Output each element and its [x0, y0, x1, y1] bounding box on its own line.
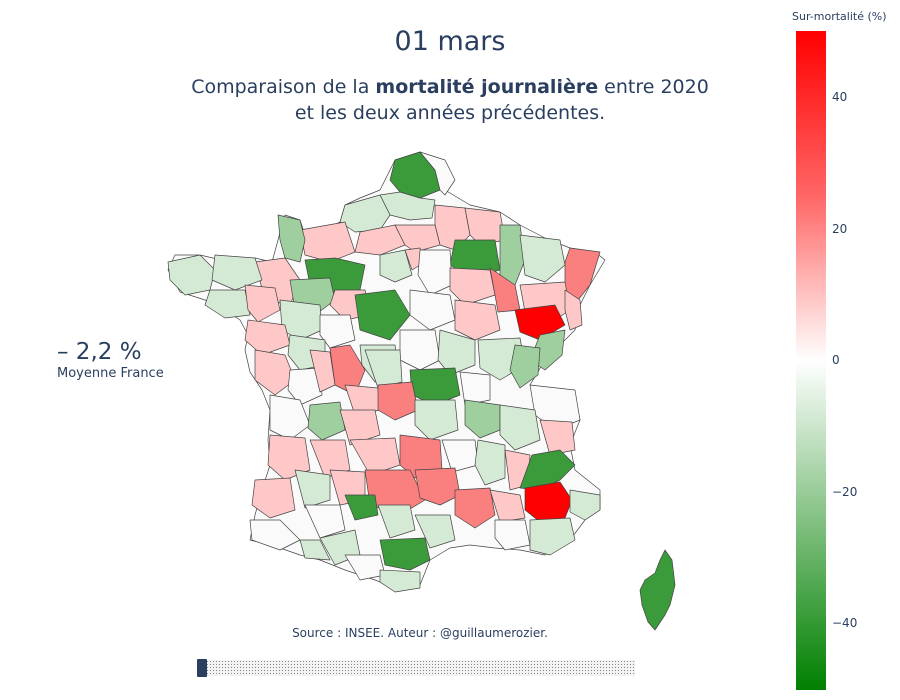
dept-saone-loire — [437, 329, 476, 376]
dept-cher — [364, 349, 403, 389]
dept-ardeche — [474, 439, 506, 486]
dept-tarn — [377, 504, 416, 539]
dept-gard — [454, 487, 496, 529]
colorbar-tick-0: 0 — [832, 353, 840, 367]
dept-haute-marne — [489, 267, 521, 313]
dept-haute-savoie — [539, 419, 576, 456]
dept-herault — [414, 514, 456, 549]
dept-sarthe — [319, 314, 356, 349]
date-slider-track[interactable] — [197, 660, 635, 676]
dept-haute-vienne — [339, 409, 381, 446]
dept-alpes-maritimes — [569, 489, 601, 521]
dept-loire-atlantique — [244, 319, 291, 356]
colorbar — [796, 31, 826, 690]
dept-seine-marne — [417, 249, 453, 296]
dept-vaucluse — [489, 489, 526, 523]
dept-loiret — [354, 289, 411, 341]
colorbar-tick-20: 20 — [832, 222, 848, 236]
average-value: – 2,2 % — [57, 339, 142, 365]
dept-cote-or — [454, 299, 501, 341]
subtitle-bold: mortalité journalière — [375, 76, 599, 98]
subtitle-line2: et les deux années précédentes. — [294, 102, 606, 124]
dept-lozere — [414, 467, 461, 506]
dept-seine-maritime — [299, 221, 356, 263]
dept-hautes-alpes — [519, 449, 576, 491]
dept-charente-maritime — [269, 394, 311, 441]
subtitle-prefix: Comparaison de la — [191, 76, 376, 98]
dept-puy-de-dome — [414, 399, 459, 441]
colorbar-tick-neg20: −20 — [832, 485, 858, 499]
dept-tarn-garonne — [344, 494, 379, 521]
colorbar-title: Sur-mortalité (%) — [792, 10, 887, 23]
dept-morbihan — [204, 289, 251, 319]
dept-bouches-rhone — [494, 519, 531, 551]
colorbar-tick-40: 40 — [832, 90, 848, 104]
dept-vienne — [309, 349, 336, 393]
colorbar-tick-neg40: −40 — [832, 616, 858, 630]
dept-loire — [464, 399, 501, 439]
dept-aude — [379, 537, 431, 571]
page-title: 01 mars — [394, 26, 506, 57]
subtitle-suffix: entre 2020 — [598, 76, 709, 98]
subtitle: Comparaison de la mortalité journalière … — [0, 74, 900, 126]
date-slider-handle[interactable] — [197, 659, 207, 677]
dept-manche — [277, 214, 306, 263]
dept-creuse — [377, 381, 419, 421]
dept-hautes-pyrenees — [299, 539, 331, 561]
dept-vendee — [254, 349, 296, 396]
dept-ille-vilaine — [244, 284, 281, 323]
dept-haut-rhin — [564, 289, 583, 331]
dept-pas-de-calais — [379, 191, 436, 221]
dept-yvelines — [379, 249, 413, 283]
dept-landes — [251, 477, 296, 519]
dept-gers — [304, 504, 346, 539]
average-label: Moyenne France — [57, 366, 164, 381]
corsica — [639, 549, 676, 631]
dept-ain — [509, 344, 541, 389]
dept-aisne-north — [419, 151, 456, 196]
dept-pyrenees-atlantiques — [249, 519, 301, 551]
dept-isere — [499, 404, 541, 451]
dept-charente — [307, 401, 346, 441]
dept-dordogne — [309, 439, 351, 479]
dept-rhone — [459, 371, 491, 406]
dept-aube — [449, 267, 496, 306]
average-annotation: – 2,2 % Moyenne France — [57, 338, 164, 381]
dept-yonne — [409, 289, 456, 331]
source-note: Source : INSEE. Auteur : @guillaumerozie… — [292, 626, 548, 640]
dept-pyrenees-orientales — [379, 569, 421, 593]
dept-oise — [354, 224, 406, 256]
dept-somme — [339, 194, 391, 233]
dept-moselle — [519, 234, 566, 283]
dept-var — [529, 517, 576, 556]
dept-lot-garonne — [294, 469, 331, 509]
dept-val-oise — [394, 224, 441, 253]
